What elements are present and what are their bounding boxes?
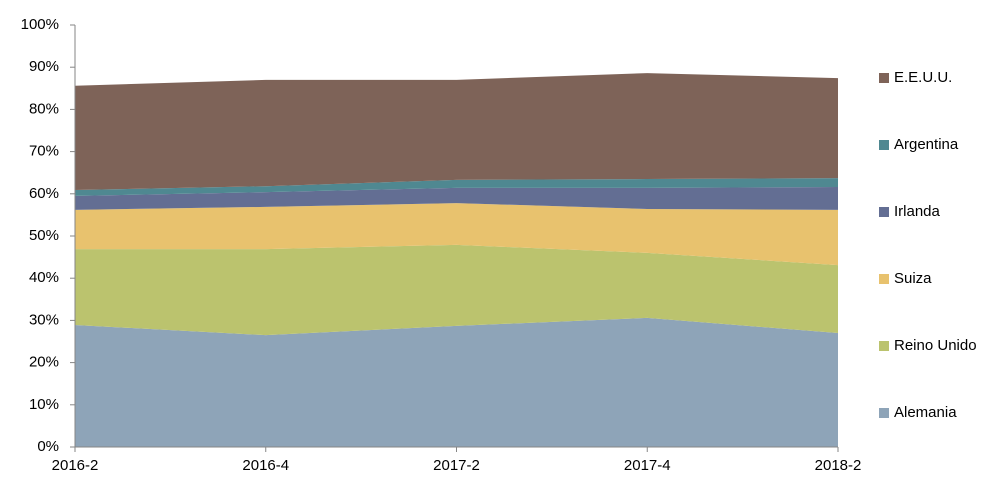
y-tick-label: 0% [37, 438, 59, 455]
area [75, 187, 838, 210]
legend-label: Irlanda [894, 203, 941, 220]
legend-label: Argentina [894, 136, 959, 153]
y-tick-label: 80% [29, 100, 59, 117]
x-tick-label: 2017-4 [624, 457, 671, 474]
y-tick-label: 70% [29, 143, 59, 160]
legend-swatch [879, 73, 889, 83]
x-tick-label: 2018-2 [815, 457, 862, 474]
legend-label: Reino Unido [894, 337, 977, 354]
x-tick-label: 2016-2 [52, 457, 99, 474]
y-tick-label: 30% [29, 311, 59, 328]
legend-swatch [879, 207, 889, 217]
y-tick-label: 100% [21, 16, 59, 33]
legend-swatch [879, 341, 889, 351]
y-tick-label: 10% [29, 396, 59, 413]
y-tick-label: 40% [29, 269, 59, 286]
x-tick-label: 2017-2 [433, 457, 480, 474]
y-tick-label: 90% [29, 58, 59, 75]
area [75, 244, 838, 336]
x-tick-label: 2016-4 [242, 457, 289, 474]
area [75, 178, 838, 196]
y-tick-label: 50% [29, 227, 59, 244]
legend-label: Alemania [894, 404, 957, 421]
legend-swatch [879, 140, 889, 150]
legend-swatch [879, 274, 889, 284]
area [75, 203, 838, 266]
area [75, 317, 838, 447]
y-tick-label: 20% [29, 354, 59, 371]
y-tick-label: 60% [29, 185, 59, 202]
legend-swatch [879, 408, 889, 418]
area [75, 73, 838, 191]
legend-label: E.E.U.U. [894, 69, 952, 86]
legend-label: Suiza [894, 270, 932, 287]
